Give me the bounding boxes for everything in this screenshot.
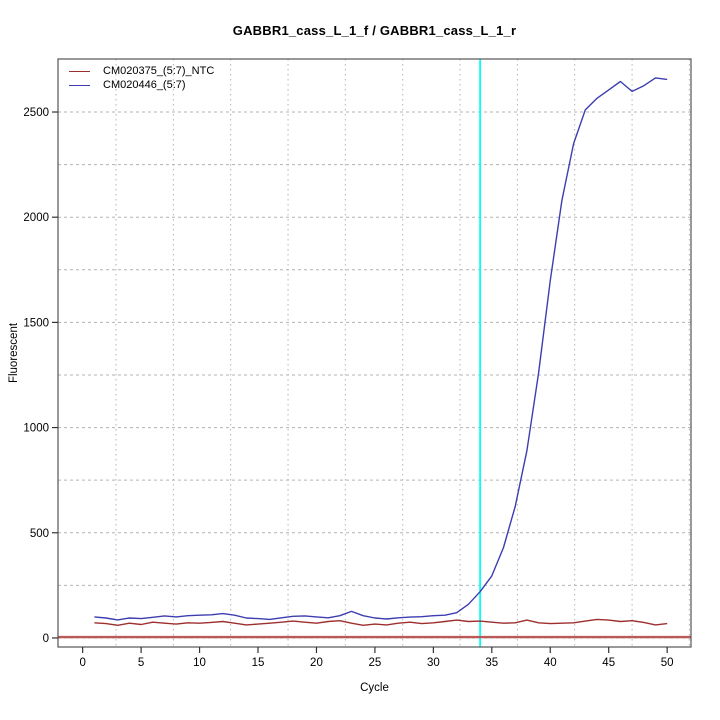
x-tick-label: 25 (369, 657, 382, 669)
y-tick-label: 500 (30, 528, 49, 540)
legend-label-sample: CM020446_(5:7) (103, 78, 186, 91)
y-tick-label: 0 (43, 633, 49, 645)
series-line-sample (94, 77, 668, 621)
x-tick-label: 15 (252, 657, 265, 669)
legend-line-swatch-sample (69, 84, 90, 86)
x-tick-label: 45 (602, 657, 615, 669)
legend-item-ntc: CM020375_(5:7)_NTC (69, 65, 214, 79)
legend-item-sample: CM020446_(5:7) (69, 79, 214, 93)
legend-line-swatch-ntc (69, 71, 90, 73)
legend: CM020375_(5:7)_NTC CM020446_(5:7) (69, 65, 214, 92)
y-tick-label: 1500 (23, 317, 49, 329)
series-line-ntc (94, 618, 668, 626)
legend-label-ntc: CM020375_(5:7)_NTC (103, 65, 215, 77)
x-tick-label: 0 (79, 657, 85, 669)
x-tick-label: 10 (193, 657, 206, 669)
x-tick-label: 20 (310, 657, 323, 669)
y-tick-label: 1000 (23, 423, 49, 435)
x-tick-label: 5 (138, 657, 144, 669)
x-axis-label: Cycle (360, 682, 389, 694)
plot-border (57, 58, 692, 648)
x-tick-label: 40 (544, 657, 557, 669)
chart-title: GABBR1_cass_L_1_f / GABBR1_cass_L_1_r (232, 23, 517, 38)
y-tick-label: 2500 (23, 107, 49, 119)
x-tick-label: 50 (661, 657, 674, 669)
y-tick-label: 2000 (23, 212, 49, 224)
x-tick-label: 30 (427, 657, 440, 669)
x-tick-label: 35 (485, 657, 498, 669)
